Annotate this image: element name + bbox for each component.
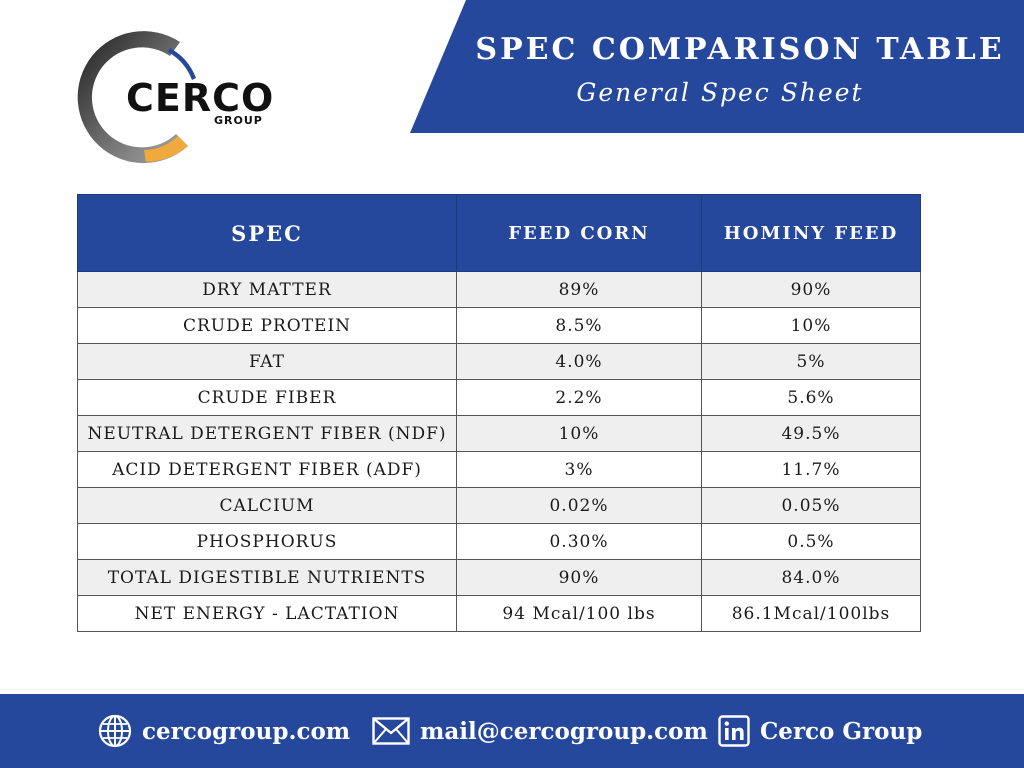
hominy-feed-cell: 5% [701,343,921,380]
table-row: CRUDE PROTEIN 8.5% 10% [77,307,921,344]
linkedin-link[interactable]: Cerco Group [718,714,922,748]
feed-corn-cell: 2.2% [456,379,702,416]
hominy-feed-cell: 11.7% [701,451,921,488]
table-row: ACID DETERGENT FIBER (ADF) 3% 11.7% [77,451,921,488]
mail-icon [372,717,410,745]
email-label: mail@cercogroup.com [420,717,708,745]
website-link[interactable]: cercogroup.com [98,714,350,748]
page-title: SPEC COMPARISON TABLE [475,32,1005,67]
column-header-spec: SPEC [77,194,457,272]
table-row: DRY MATTER 89% 90% [77,271,921,308]
table-row: FAT 4.0% 5% [77,343,921,380]
feed-corn-cell: 94 Mcal/100 lbs [456,595,702,632]
website-label: cercogroup.com [142,717,351,745]
footer-bar: cercogroup.com mail@cercogroup.com Cerco… [0,694,1024,768]
logo: CERCO GROUP [68,26,288,166]
logo-wordmark: CERCO [126,76,275,120]
spec-name-cell: FAT [77,343,457,380]
spec-name-cell: CRUDE FIBER [77,379,457,416]
feed-corn-cell: 8.5% [456,307,702,344]
logo-ring-icon [77,31,196,164]
spec-name-cell: CRUDE PROTEIN [77,307,457,344]
hominy-feed-cell: 0.5% [701,523,921,560]
feed-corn-cell: 89% [456,271,702,308]
spec-comparison-table: SPEC FEED CORN HOMINY FEED DRY MATTER 89… [77,194,921,632]
feed-corn-cell: 90% [456,559,702,596]
hominy-feed-cell: 5.6% [701,379,921,416]
spec-name-cell: TOTAL DIGESTIBLE NUTRIENTS [77,559,457,596]
spec-name-cell: DRY MATTER [77,271,457,308]
table-header-row: SPEC FEED CORN HOMINY FEED [77,194,921,272]
hominy-feed-cell: 49.5% [701,415,921,452]
feed-corn-cell: 0.30% [456,523,702,560]
hominy-feed-cell: 90% [701,271,921,308]
hominy-feed-cell: 84.0% [701,559,921,596]
hominy-feed-cell: 86.1Mcal/100lbs [701,595,921,632]
hominy-feed-cell: 0.05% [701,487,921,524]
table-row: PHOSPHORUS 0.30% 0.5% [77,523,921,560]
spec-name-cell: PHOSPHORUS [77,523,457,560]
table-row: CALCIUM 0.02% 0.05% [77,487,921,524]
feed-corn-cell: 10% [456,415,702,452]
feed-corn-cell: 3% [456,451,702,488]
spec-name-cell: NET ENERGY - LACTATION [77,595,457,632]
table-row: CRUDE FIBER 2.2% 5.6% [77,379,921,416]
linkedin-icon [718,715,750,747]
spec-name-cell: NEUTRAL DETERGENT FIBER (NDF) [77,415,457,452]
table-row: TOTAL DIGESTIBLE NUTRIENTS 90% 84.0% [77,559,921,596]
feed-corn-cell: 4.0% [456,343,702,380]
hominy-feed-cell: 10% [701,307,921,344]
email-link[interactable]: mail@cercogroup.com [372,714,708,748]
column-header-feed-corn: FEED CORN [456,194,702,272]
table-row: NET ENERGY - LACTATION 94 Mcal/100 lbs 8… [77,595,921,632]
feed-corn-cell: 0.02% [456,487,702,524]
spec-name-cell: ACID DETERGENT FIBER (ADF) [77,451,457,488]
linkedin-label: Cerco Group [760,717,923,745]
logo-subtitle: GROUP [214,114,263,127]
page-subtitle: General Spec Sheet [576,78,864,107]
spec-name-cell: CALCIUM [77,487,457,524]
table-row: NEUTRAL DETERGENT FIBER (NDF) 10% 49.5% [77,415,921,452]
column-header-hominy-feed: HOMINY FEED [701,194,921,272]
header-banner [410,0,1024,133]
globe-icon [98,714,132,748]
